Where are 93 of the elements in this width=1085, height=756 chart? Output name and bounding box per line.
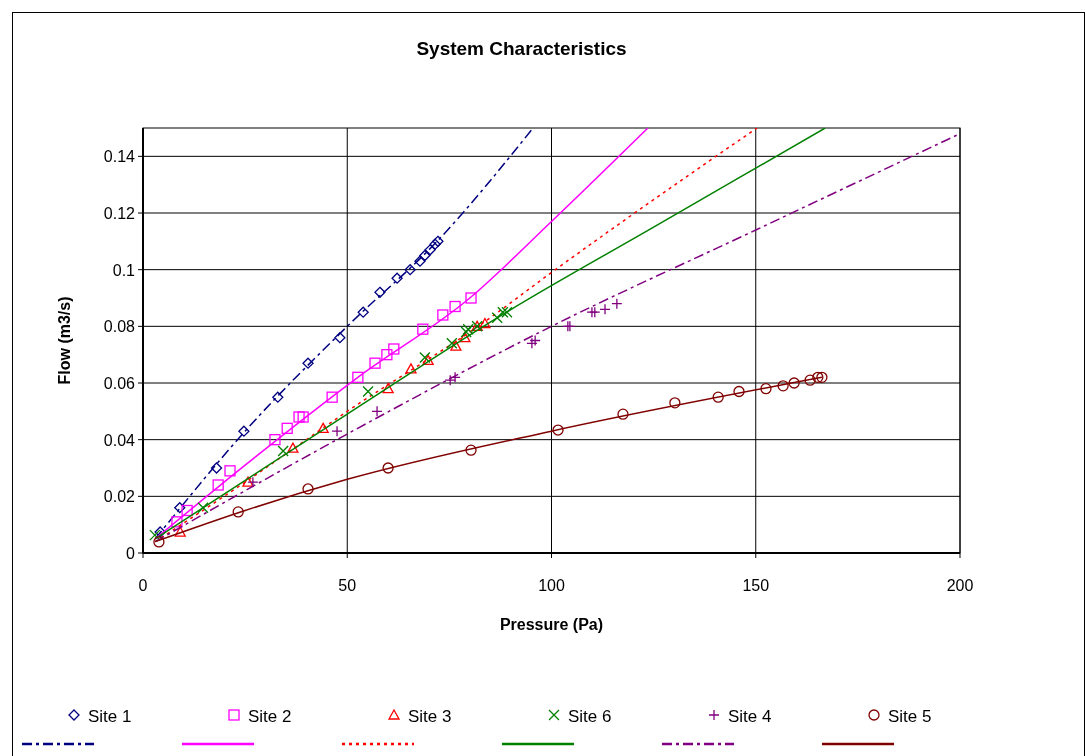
point: [812, 371, 824, 383]
point: [374, 286, 386, 298]
point: [210, 462, 223, 474]
point: [149, 529, 161, 541]
point: [788, 377, 800, 389]
point: [326, 391, 338, 403]
point: [238, 425, 250, 437]
point: [465, 444, 477, 456]
legend-label: Site 6: [568, 707, 612, 726]
y-axis-title: Flow (m3/s): [56, 296, 73, 385]
point: [414, 255, 426, 267]
point: [331, 425, 343, 437]
y-tick-label: 0.12: [103, 205, 136, 222]
point: [419, 249, 431, 262]
point: [450, 340, 462, 351]
point: [224, 465, 236, 477]
point: [437, 309, 449, 321]
point: [388, 343, 400, 355]
x-tick-label: 100: [538, 577, 565, 594]
point: [404, 264, 416, 276]
x-tick-label: 200: [946, 577, 974, 594]
point: [777, 380, 789, 392]
y-tick-label: 0.14: [103, 148, 136, 166]
point: [357, 306, 369, 318]
y-tick-label: 0.1: [112, 261, 136, 279]
point: [242, 476, 254, 487]
point: [449, 371, 461, 383]
point: [174, 502, 186, 514]
point: [444, 374, 456, 386]
point: [552, 424, 564, 436]
point: [362, 385, 374, 398]
point: [174, 526, 186, 537]
y-tick-label: 0.06: [103, 375, 136, 392]
point: [277, 445, 289, 457]
point: [212, 479, 224, 491]
y-tick-label: 0.04: [103, 431, 136, 449]
point: [181, 504, 193, 517]
point: [712, 391, 724, 403]
point: [816, 371, 828, 383]
point: [171, 516, 183, 528]
legend-label: Site 2: [248, 707, 292, 726]
point: [272, 391, 284, 403]
legend-label: Site 5: [888, 707, 932, 726]
point: [281, 422, 293, 434]
point: [317, 422, 329, 433]
point: [153, 536, 165, 548]
point: [417, 323, 429, 335]
legend-label: Site 4: [728, 707, 772, 726]
point: [287, 442, 299, 453]
point: [405, 363, 417, 374]
point: [391, 272, 403, 284]
point: [352, 371, 364, 383]
point: [611, 298, 623, 310]
point: [497, 306, 509, 318]
point: [599, 303, 611, 315]
point: [371, 405, 383, 417]
x-tick-label: 150: [742, 577, 770, 594]
point: [479, 317, 491, 329]
point: [465, 292, 477, 304]
point: [760, 383, 772, 395]
point: [293, 411, 305, 423]
y-tick-label: 0.08: [103, 318, 136, 336]
point: [197, 502, 209, 514]
legend-label: Site 1: [88, 707, 132, 726]
x-axis-title: Pressure (Pa): [499, 616, 604, 633]
point: [446, 337, 458, 349]
point: [733, 385, 745, 398]
x-tick-label: 50: [338, 577, 357, 594]
point: [154, 526, 166, 538]
point: [491, 312, 503, 324]
legend-label: Site 3: [408, 707, 452, 726]
point: [382, 383, 394, 394]
point: [232, 506, 244, 518]
point: [369, 357, 381, 369]
point: [302, 483, 314, 495]
point: [382, 462, 394, 474]
y-tick-label: 0: [126, 545, 136, 562]
point: [669, 397, 681, 409]
point: [381, 349, 393, 361]
point: [459, 332, 471, 343]
point: [617, 408, 629, 420]
point: [804, 374, 816, 386]
point: [269, 434, 281, 446]
point: [334, 332, 346, 344]
point: [424, 244, 436, 256]
x-tick-label: 0: [138, 577, 148, 594]
point: [302, 357, 314, 369]
chart-title: System Characteristics: [416, 38, 627, 59]
point: [297, 411, 309, 423]
point: [501, 306, 513, 318]
y-tick-label: 0.02: [103, 488, 136, 506]
point: [449, 300, 461, 313]
point: [247, 476, 259, 488]
